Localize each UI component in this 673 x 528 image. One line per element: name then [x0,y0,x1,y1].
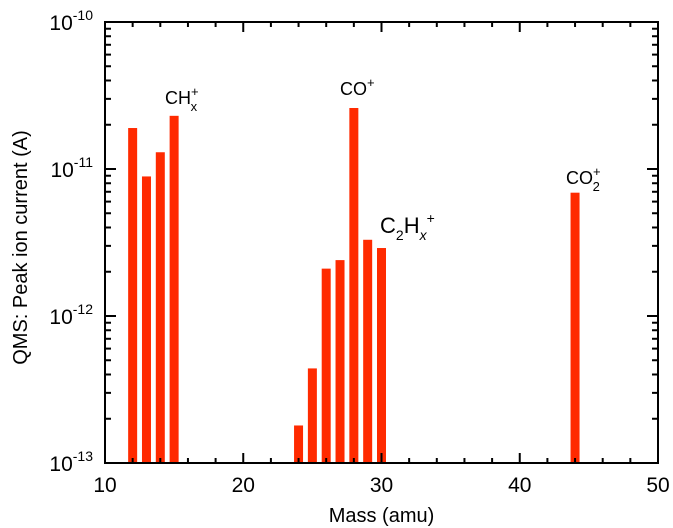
label-main: CO [566,168,593,188]
label-sup: + [427,210,435,226]
label-sup: + [367,75,375,90]
label-sub: 2 [396,227,404,243]
label-main: CO [340,79,367,99]
label-co-plus: CO+ [340,75,375,99]
label-c2hx-plus: C2Hx+ [380,210,435,243]
label-sub: 2 [593,179,600,194]
y-tick-exponent: -13 [73,448,93,464]
label-main: H [404,213,420,238]
y-tick-exponent: -10 [73,7,93,23]
y-tick-label: 10-13 [49,448,93,476]
label-main: CH [165,88,191,108]
label-chx-plus: CH+ x [165,84,199,114]
bar-mass-30 [377,248,386,463]
bar-mass-13 [141,176,151,463]
y-tick-label: 10-12 [49,301,93,329]
y-tick-base: 10 [49,453,72,476]
y-tick-label: 10-11 [50,154,93,182]
bar-mass-27 [335,260,345,463]
bar-mass-14 [155,152,165,464]
label-sub: x [419,227,428,243]
label-main: C [380,213,396,238]
bar-mass-26 [321,268,331,463]
x-tick-label: 10 [93,474,116,497]
label-sup: + [191,84,199,99]
bar-mass-24 [294,425,304,463]
x-tick-label: 40 [508,474,531,497]
annotations-layer: CH+ xCO+C2Hx+CO+ 2 [165,75,601,243]
label-sub: x [191,99,198,114]
bar-mass-25 [307,368,317,463]
ticks-layer [104,22,659,464]
label-sup: + [593,164,601,179]
label-co2-plus: CO+ 2 [566,164,601,194]
bar-mass-15 [169,115,179,463]
y-tick-exponent: -11 [74,154,93,170]
x-axis-label: Mass (amu) [329,505,435,527]
y-tick-label: 10-10 [49,7,93,35]
bar-mass-28 [349,107,359,464]
bar-mass-12 [128,128,138,463]
y-axis-label: QMS: Peak ion current (A) [10,130,32,365]
bar-mass-44 [570,192,580,463]
y-tick-exponent: -12 [73,301,93,317]
x-tick-label: 50 [646,474,669,497]
x-tick-label: 20 [232,474,255,497]
bars-layer [128,107,580,464]
y-tick-base: 10 [49,12,72,35]
bar-mass-29 [363,239,373,463]
y-tick-base: 10 [50,159,73,182]
y-tick-base: 10 [49,306,72,329]
x-tick-label: 30 [370,474,393,497]
